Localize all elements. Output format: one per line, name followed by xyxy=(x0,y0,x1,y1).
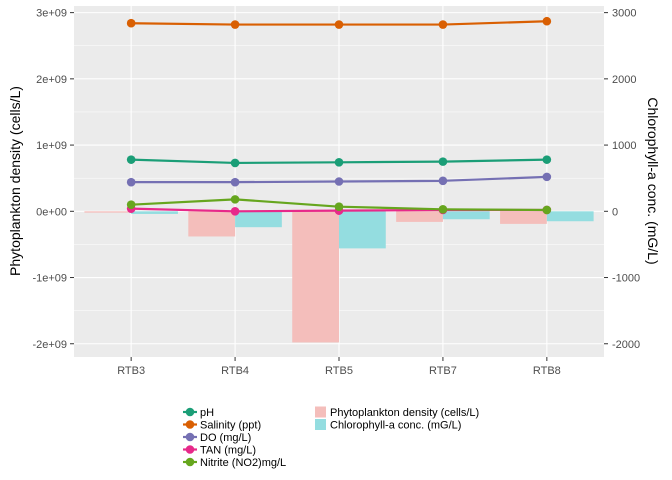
points xyxy=(126,16,552,216)
bar-chlorophyll xyxy=(339,211,386,249)
point-series-0 xyxy=(542,155,552,164)
legend-label: pH xyxy=(200,407,214,419)
bar-chlorophyll xyxy=(442,211,490,220)
point-series-2 xyxy=(334,177,344,186)
legend-key-point xyxy=(185,420,195,429)
left-tick-label: 0e+00 xyxy=(36,206,67,218)
point-series-4 xyxy=(334,202,344,211)
point-series-2 xyxy=(126,177,136,187)
left-tick-label: 3e+09 xyxy=(36,8,67,20)
bar-chlorophyll xyxy=(235,211,282,228)
x-tick-label: RTB8 xyxy=(533,365,561,377)
point-series-3 xyxy=(230,207,240,216)
point-series-2 xyxy=(230,177,240,187)
legend-label: Nitrite (NO2)mg/L xyxy=(200,457,286,469)
legend-label: DO (mg/L) xyxy=(200,432,251,444)
legend-label: Chlorophyll-a conc. (mG/L) xyxy=(330,420,461,432)
bar-phytoplankton xyxy=(188,211,236,237)
point-series-2 xyxy=(438,176,448,186)
right-axis: -2000 -1000 0 1000 2000 3000 xyxy=(604,8,640,351)
point-series-0 xyxy=(438,157,448,166)
x-tick-label: RTB3 xyxy=(117,365,145,377)
right-axis-title: Chlorophyll-a conc. (mG/L) xyxy=(645,97,661,264)
point-series-0 xyxy=(334,157,344,167)
legend-label: Phytoplankton density (cells/L) xyxy=(330,407,479,419)
legend-key-bar xyxy=(315,419,326,430)
point-series-4 xyxy=(230,195,240,204)
left-tick-label: -2e+09 xyxy=(32,339,67,351)
point-series-4 xyxy=(126,200,136,209)
point-series-1 xyxy=(126,18,136,28)
x-tick-label: RTB4 xyxy=(221,365,249,377)
bar-chlorophyll xyxy=(131,211,178,214)
legend-key-point xyxy=(185,407,195,417)
legend-key-point xyxy=(185,457,195,467)
point-series-4 xyxy=(542,205,552,215)
left-axis-title: Phytoplankton density (cells/L) xyxy=(7,86,23,276)
right-tick-label: 2000 xyxy=(612,74,636,86)
bar-chlorophyll xyxy=(546,211,594,222)
legend-label: Salinity (ppt) xyxy=(200,420,261,432)
bars xyxy=(84,211,594,343)
right-tick-label: 1000 xyxy=(612,140,636,152)
x-tick-label: RTB5 xyxy=(325,365,353,377)
point-series-2 xyxy=(542,172,552,182)
point-series-1 xyxy=(334,20,344,29)
bar-phytoplankton xyxy=(500,211,547,224)
x-tick-label: RTB7 xyxy=(429,365,457,377)
left-axis: -2e+09 -1e+09 0e+00 1e+09 2e+09 3e+09 xyxy=(32,8,74,351)
left-tick-label: 2e+09 xyxy=(36,74,67,86)
bar-phytoplankton xyxy=(292,211,339,343)
left-tick-label: 1e+09 xyxy=(36,140,67,152)
bar-phytoplankton xyxy=(84,211,132,213)
bar-phytoplankton xyxy=(396,211,443,222)
point-series-1 xyxy=(438,20,448,29)
right-tick-label: -2000 xyxy=(612,339,640,351)
x-axis: RTB3 RTB4 RTB5 RTB7 RTB8 xyxy=(117,357,561,377)
right-tick-label: 3000 xyxy=(612,8,636,20)
point-series-4 xyxy=(438,205,448,214)
right-tick-label: -1000 xyxy=(612,273,640,285)
right-tick-label: 0 xyxy=(612,206,618,218)
point-series-0 xyxy=(126,155,136,164)
point-series-1 xyxy=(230,20,240,29)
point-series-1 xyxy=(542,16,552,26)
legend-label: TAN (mg/L) xyxy=(200,445,256,457)
legend-key-point xyxy=(185,445,195,454)
legend-key-point xyxy=(185,432,195,442)
point-series-0 xyxy=(230,158,240,168)
left-tick-label: -1e+09 xyxy=(32,273,67,285)
legend-key-bar xyxy=(315,406,326,418)
